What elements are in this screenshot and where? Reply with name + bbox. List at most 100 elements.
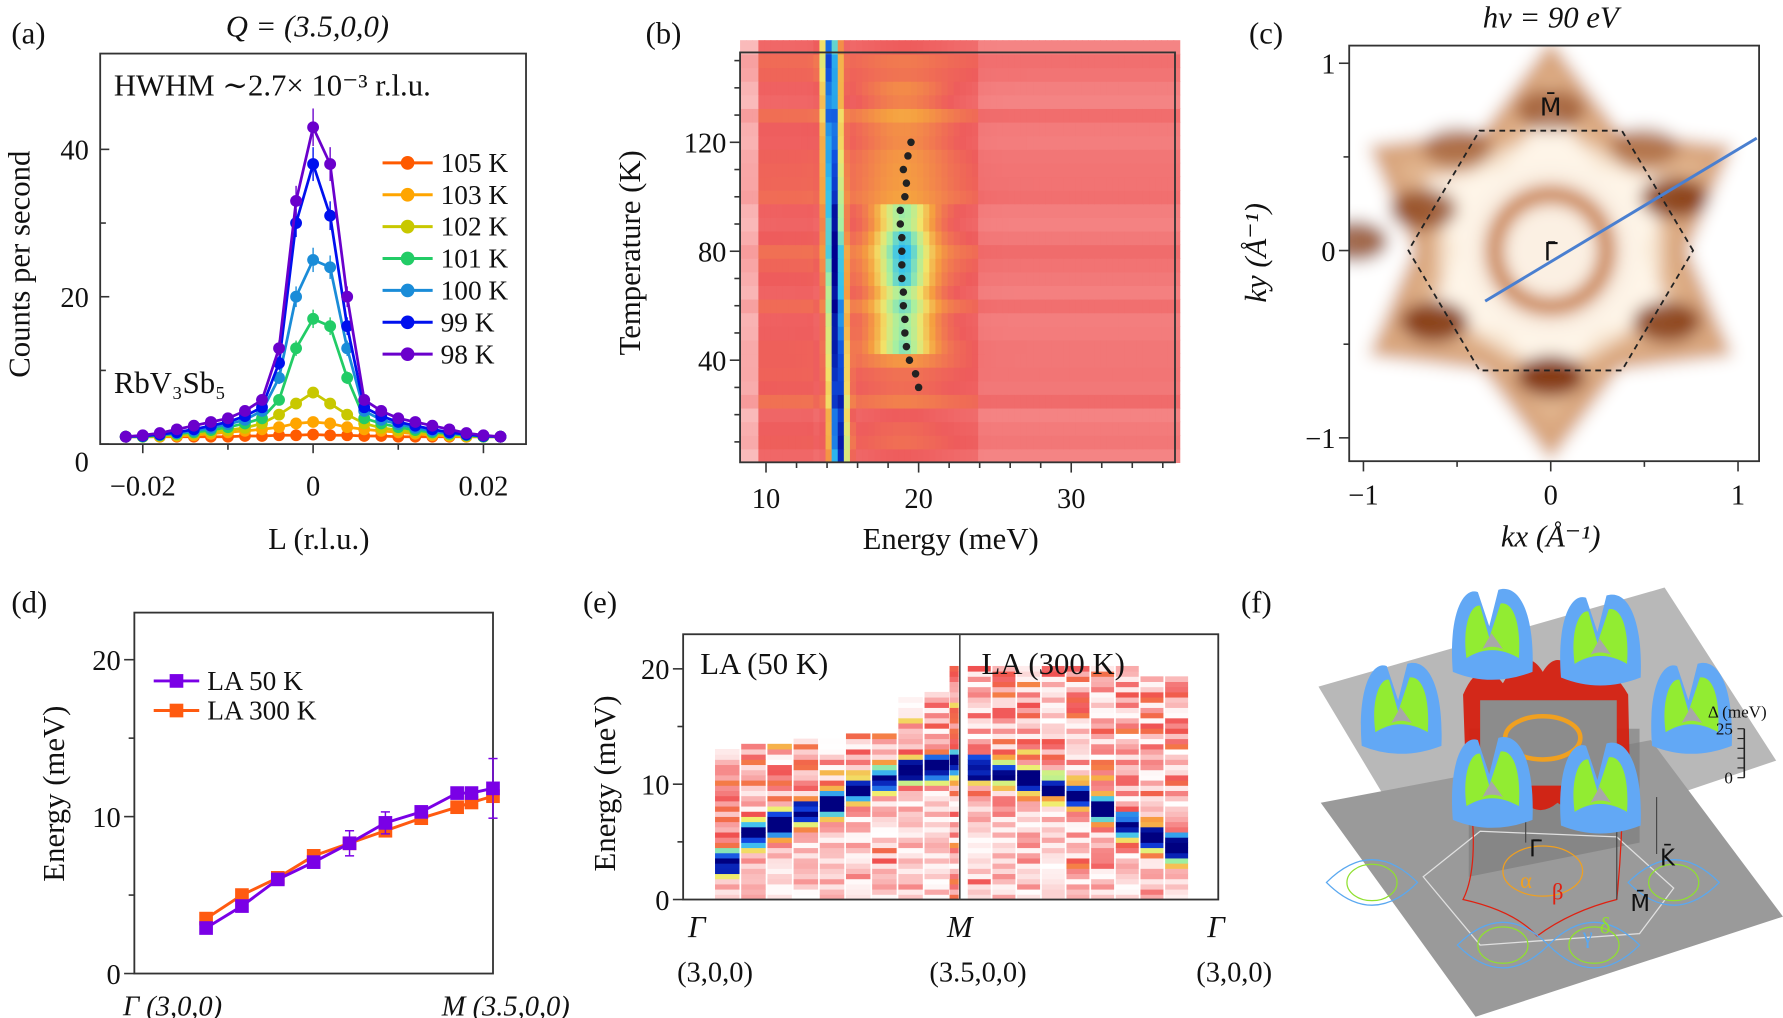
heatmap-cell [813, 67, 821, 82]
heatmap-cell [1161, 244, 1169, 259]
heatmap-cell [764, 285, 772, 300]
heatmap-cell [776, 421, 784, 436]
heatmap-cell [1045, 339, 1053, 355]
heatmap-cell [767, 811, 792, 817]
heatmap-cell [1140, 769, 1164, 776]
petal-inner [1573, 609, 1628, 664]
heatmap-cell [886, 135, 894, 150]
heatmap-cell [1106, 312, 1114, 327]
heatmap-cell [845, 832, 871, 838]
heatmap-cell [819, 312, 827, 327]
heatmap-cell [862, 326, 869, 341]
panel-c-chart: hv = 90 eV M̄Γ̄ −1 0 1−101 kx (Å⁻¹) ky (Å⁻… [1239, 0, 1761, 554]
heatmap-cell [1045, 176, 1053, 191]
heatmap-cell [1008, 94, 1016, 109]
heatmap-cell [1142, 203, 1150, 218]
heatmap-cell [1057, 421, 1065, 436]
heatmap-cell [801, 67, 808, 82]
heatmap-cell [1112, 176, 1120, 191]
heatmap-cell [788, 298, 796, 314]
heatmap-cell [898, 149, 906, 164]
series-line [205, 786, 494, 930]
heatmap-cell [862, 380, 869, 395]
heatmap-cell [758, 40, 766, 55]
heatmap-cell [923, 258, 930, 273]
heatmap-cell [849, 230, 857, 246]
heatmap-cell [972, 298, 979, 314]
heatmap-cell [967, 889, 991, 895]
heatmap-cell [758, 162, 766, 178]
heatmap-cell [807, 67, 815, 82]
panel-label-e: (e) [583, 586, 617, 620]
heatmap-cell [959, 67, 967, 82]
heatmap-cell [1165, 821, 1189, 828]
heatmap-cell [1149, 244, 1156, 259]
heatmap-cell [1014, 108, 1022, 123]
heatmap-cell [1041, 889, 1065, 895]
heatmap-cell [892, 421, 900, 436]
heatmap-cell [992, 702, 1016, 708]
heatmap-cell [845, 863, 871, 869]
heatmap-cell [1014, 203, 1022, 218]
heatmap-cell [1008, 121, 1016, 137]
heatmap-cell [758, 339, 766, 355]
heatmap-cell [904, 380, 912, 395]
heatmap-cell [1066, 702, 1090, 708]
heatmap-cell [837, 40, 845, 55]
heatmap-cell [898, 816, 923, 823]
heatmap-cell [758, 244, 766, 259]
heatmap-cell [992, 832, 1016, 838]
heatmap-cell [992, 691, 1016, 698]
heatmap-cell [992, 806, 1016, 812]
heatmap-cell [1051, 108, 1059, 123]
heatmap-cell [967, 759, 991, 766]
heatmap-cell [1140, 852, 1164, 859]
heatmap-cell [1041, 800, 1065, 807]
heatmap-cell [807, 380, 815, 395]
heatmap-cell [898, 811, 923, 817]
heatmap-cell [1039, 67, 1046, 82]
heatmap-cell [793, 816, 819, 823]
heatmap-cell [1017, 837, 1041, 843]
heatmap-cell [1165, 806, 1189, 812]
heatmap-cell [782, 448, 790, 464]
heatmap-cell [1118, 312, 1126, 327]
heatmap-cell [978, 94, 985, 109]
heatmap-cell [1100, 326, 1108, 341]
heatmap-cell [978, 189, 985, 205]
petal-notch [1590, 786, 1612, 803]
heatmap-cell [862, 421, 869, 436]
petal-notch [1590, 638, 1612, 655]
heatmap-cell [868, 244, 876, 259]
heatmap-cell [1041, 863, 1065, 869]
heatmap-cell [941, 285, 949, 300]
heatmap-cell [1094, 40, 1101, 55]
heatmap-cell [819, 135, 827, 150]
heatmap-cell [1066, 883, 1090, 890]
heatmap-cell [793, 795, 819, 802]
heatmap-cell [874, 326, 882, 341]
heatmap-cell [746, 312, 753, 327]
heatmap-cell [868, 230, 876, 246]
heatmap-cell [1008, 298, 1016, 314]
heatmap-cell [924, 800, 949, 807]
heatmap-cell [741, 764, 766, 771]
heatmap-cell [1094, 135, 1101, 150]
heatmap-cell [849, 258, 857, 273]
data-point [443, 423, 456, 436]
heatmap-cell [874, 149, 882, 164]
heatmap-cell [1045, 244, 1053, 259]
heatmap-cell [1026, 285, 1034, 300]
heatmap-cell [1100, 81, 1108, 96]
heatmap-cell [843, 298, 851, 314]
heatmap-cell [849, 407, 857, 423]
intensity-hotspot [1389, 188, 1458, 230]
heatmap-cell [1026, 271, 1034, 286]
heatmap-cell [1161, 394, 1169, 409]
soft-mode-point [898, 261, 906, 269]
heatmap-cell [819, 121, 827, 137]
heatmap-cell [801, 162, 808, 178]
heatmap-cell [740, 230, 747, 246]
x-tick-coord: (3,0,0) [677, 958, 753, 989]
heatmap-cell [880, 366, 888, 382]
